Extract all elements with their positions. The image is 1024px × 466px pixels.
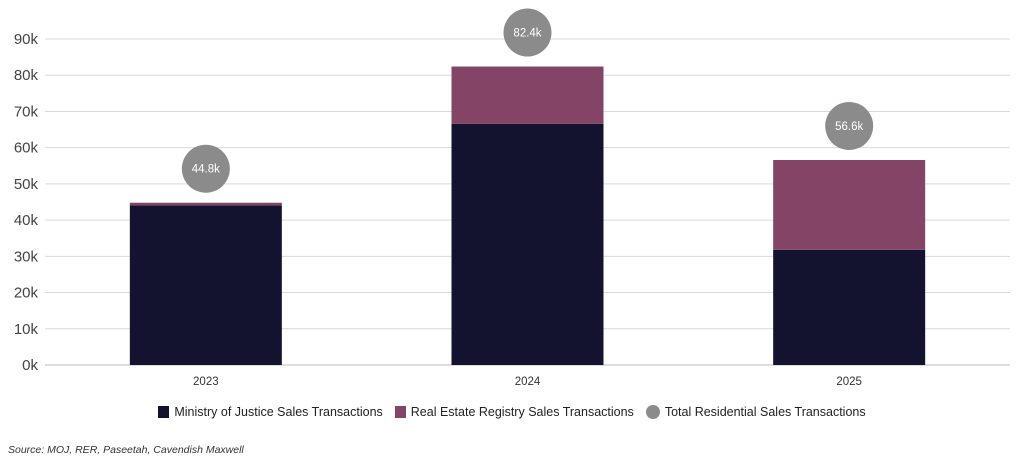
x-tick-label: 2024 (515, 376, 541, 388)
legend-label-moj: Ministry of Justice Sales Transactions (174, 405, 383, 419)
legend-item-total: Total Residential Sales Transactions (645, 405, 866, 419)
y-tick-label: 80k (14, 67, 39, 84)
total-label-2025: 56.6k (835, 121, 863, 133)
legend-label-rer: Real Estate Registry Sales Transactions (410, 405, 634, 419)
y-tick-label: 90k (14, 31, 39, 48)
legend-label-total: Total Residential Sales Transactions (664, 405, 866, 419)
bar-rer-2023 (129, 202, 282, 206)
stacked-bar-chart: 0k 10k 20k 30k 40k 50k 60k 70k 80k 90k 2023 44.8k 20… (14, 8, 1010, 388)
bar-moj-2023 (129, 205, 282, 365)
y-tick-label: 10k (14, 321, 39, 338)
bar-moj-2024 (451, 123, 604, 365)
bar-rer-2024 (451, 66, 604, 124)
x-tick-label: 2023 (193, 376, 219, 388)
x-tick-label: 2025 (836, 376, 862, 388)
legend-swatch-total (645, 405, 660, 419)
y-tick-label: 40k (14, 212, 39, 229)
total-marker-2023 (181, 144, 230, 193)
y-tick-label: 30k (14, 248, 39, 265)
legend-swatch-moj (158, 406, 170, 418)
y-tick-label: 50k (14, 176, 39, 193)
source-note: Source: MOJ, RER, Paseetah, Cavendish Ma… (8, 444, 244, 456)
legend: Ministry of Justice Sales Transactions R… (0, 405, 1024, 419)
legend-item-moj: Ministry of Justice Sales Transactions (158, 405, 383, 419)
y-tick-label: 60k (14, 140, 39, 157)
y-tick-label: 20k (14, 285, 39, 302)
total-label-2023: 44.8k (192, 164, 220, 176)
total-marker-2025 (825, 101, 874, 150)
bar-moj-2025 (773, 249, 926, 365)
total-label-2024: 82.4k (513, 28, 541, 40)
legend-swatch-rer (394, 406, 406, 418)
legend-item-rer: Real Estate Registry Sales Transactions (394, 405, 634, 419)
total-marker-2024 (503, 8, 552, 57)
y-tick-label: 70k (14, 103, 39, 120)
y-tick-label: 0k (22, 357, 38, 374)
bar-rer-2025 (773, 159, 926, 250)
